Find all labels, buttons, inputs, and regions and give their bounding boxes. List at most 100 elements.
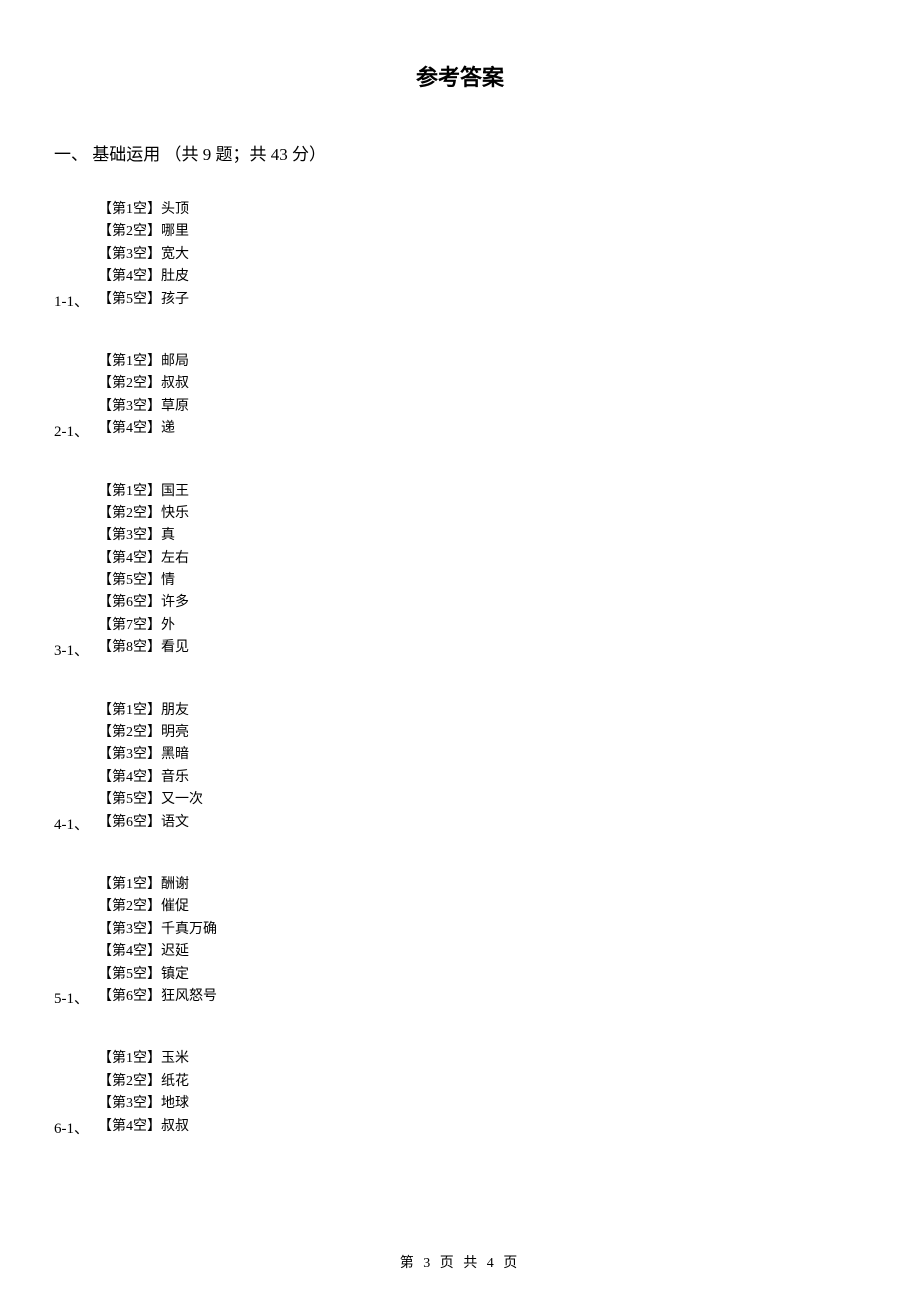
answer-value: 草原 [161, 399, 189, 414]
answer-label: 【第6空】 [98, 595, 161, 610]
page-container: 参考答案 一、 基础运用 （共 9 题；共 43 分） 【第1空】头顶【第2空】… [0, 0, 920, 1138]
question-block: 【第1空】朋友【第2空】明亮【第3空】黑暗【第4空】音乐【第5空】又一次【第6空… [54, 700, 866, 834]
answer-value: 狂风怒号 [161, 989, 217, 1004]
answer-value: 明亮 [161, 725, 189, 740]
answer-label: 【第6空】 [98, 815, 161, 830]
answer-line: 【第5空】又一次 [54, 789, 866, 811]
answer-label: 【第1空】 [98, 202, 161, 217]
answer-label: 【第4空】 [98, 1119, 161, 1134]
answer-label: 【第4空】 [98, 421, 161, 436]
answer-line: 【第1空】邮局 [54, 351, 866, 373]
answer-value: 语文 [161, 815, 189, 830]
question-number: 2-1、 [54, 420, 89, 441]
answer-line: 【第3空】草原 [54, 396, 866, 418]
answer-label: 【第4空】 [98, 770, 161, 785]
answer-line: 【第3空】真 [54, 525, 866, 547]
answer-value: 又一次 [161, 792, 203, 807]
answer-label: 【第5空】 [98, 967, 161, 982]
question-number: 1-1、 [54, 290, 89, 311]
answer-value: 千真万确 [161, 922, 217, 937]
answer-value: 玉米 [161, 1051, 189, 1066]
answer-label: 【第8空】 [98, 640, 161, 655]
answer-line: 【第4空】叔叔 [54, 1116, 866, 1138]
answer-line: 【第3空】宽大 [54, 244, 866, 266]
answer-line: 【第4空】音乐 [54, 767, 866, 789]
answer-label: 【第5空】 [98, 573, 161, 588]
answer-label: 【第4空】 [98, 944, 161, 959]
question-block: 【第1空】玉米【第2空】纸花【第3空】地球【第4空】叔叔6-1、 [54, 1048, 866, 1138]
answer-value: 催促 [161, 899, 189, 914]
answer-line: 【第8空】看见 [54, 637, 866, 659]
answer-value: 宽大 [161, 247, 189, 262]
answer-label: 【第2空】 [98, 224, 161, 239]
question-number: 5-1、 [54, 987, 89, 1008]
answer-line: 【第5空】情 [54, 570, 866, 592]
answer-line: 【第2空】明亮 [54, 722, 866, 744]
answer-line: 【第4空】迟延 [54, 941, 866, 963]
answer-value: 地球 [161, 1096, 189, 1111]
answer-line: 【第1空】玉米 [54, 1048, 866, 1070]
answer-label: 【第4空】 [98, 269, 161, 284]
answer-line: 【第2空】催促 [54, 896, 866, 918]
answer-label: 【第2空】 [98, 506, 161, 521]
answer-line: 【第5空】镇定 [54, 964, 866, 986]
answer-label: 【第7空】 [98, 618, 161, 633]
answer-line: 【第4空】递 [54, 418, 866, 440]
answer-label: 【第1空】 [98, 1051, 161, 1066]
answer-value: 真 [161, 528, 175, 543]
answer-label: 【第1空】 [98, 354, 161, 369]
answer-value: 头顶 [161, 202, 189, 217]
answer-line: 【第2空】叔叔 [54, 373, 866, 395]
answer-value: 许多 [161, 595, 189, 610]
answer-label: 【第1空】 [98, 877, 161, 892]
answer-label: 【第2空】 [98, 899, 161, 914]
page-footer: 第 3 页 共 4 页 [0, 1252, 920, 1272]
answer-value: 邮局 [161, 354, 189, 369]
answer-value: 叔叔 [161, 376, 189, 391]
question-block: 【第1空】酬谢【第2空】催促【第3空】千真万确【第4空】迟延【第5空】镇定【第6… [54, 874, 866, 1008]
answer-line: 【第6空】许多 [54, 592, 866, 614]
answer-value: 音乐 [161, 770, 189, 785]
answer-label: 【第1空】 [98, 703, 161, 718]
answer-label: 【第3空】 [98, 399, 161, 414]
answer-value: 孩子 [161, 292, 189, 307]
answer-line: 【第6空】语文 [54, 812, 866, 834]
answer-line: 【第1空】国王 [54, 481, 866, 503]
answer-value: 快乐 [161, 506, 189, 521]
answer-value: 左右 [161, 551, 189, 566]
answer-line: 【第3空】千真万确 [54, 919, 866, 941]
answer-value: 朋友 [161, 703, 189, 718]
answer-line: 【第4空】肚皮 [54, 266, 866, 288]
answer-label: 【第2空】 [98, 376, 161, 391]
answer-line: 【第2空】哪里 [54, 221, 866, 243]
answer-value: 酬谢 [161, 877, 189, 892]
answer-label: 【第3空】 [98, 1096, 161, 1111]
answer-line: 【第4空】左右 [54, 548, 866, 570]
question-block: 【第1空】头顶【第2空】哪里【第3空】宽大【第4空】肚皮【第5空】孩子1-1、 [54, 199, 866, 311]
answer-label: 【第3空】 [98, 247, 161, 262]
answer-label: 【第4空】 [98, 551, 161, 566]
answer-value: 叔叔 [161, 1119, 189, 1134]
answer-label: 【第2空】 [98, 1074, 161, 1089]
answer-line: 【第2空】快乐 [54, 503, 866, 525]
answer-label: 【第1空】 [98, 484, 161, 499]
answer-line: 【第5空】孩子 [54, 289, 866, 311]
answer-value: 镇定 [161, 967, 189, 982]
answer-line: 【第3空】黑暗 [54, 744, 866, 766]
answer-value: 国王 [161, 484, 189, 499]
answer-line: 【第3空】地球 [54, 1093, 866, 1115]
answer-value: 黑暗 [161, 747, 189, 762]
answer-line: 【第1空】酬谢 [54, 874, 866, 896]
answer-value: 情 [161, 573, 175, 588]
answer-line: 【第1空】头顶 [54, 199, 866, 221]
answer-value: 肚皮 [161, 269, 189, 284]
question-block: 【第1空】国王【第2空】快乐【第3空】真【第4空】左右【第5空】情【第6空】许多… [54, 481, 866, 660]
answer-value: 看见 [161, 640, 189, 655]
question-number: 4-1、 [54, 813, 89, 834]
answer-line: 【第1空】朋友 [54, 700, 866, 722]
answer-label: 【第5空】 [98, 292, 161, 307]
question-number: 3-1、 [54, 639, 89, 660]
answer-value: 迟延 [161, 944, 189, 959]
answer-label: 【第5空】 [98, 792, 161, 807]
answer-value: 递 [161, 421, 175, 436]
